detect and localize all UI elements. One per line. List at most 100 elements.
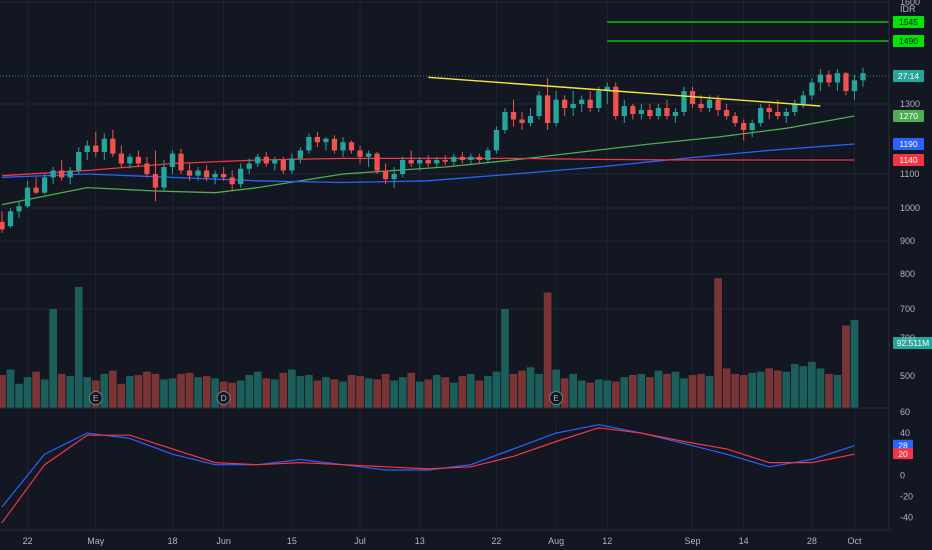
candle-body <box>365 153 372 157</box>
candlestick-series <box>0 67 866 233</box>
candle <box>238 163 244 188</box>
x-tick-label: Jun <box>216 536 231 546</box>
candle <box>246 158 252 174</box>
candle-body <box>596 91 602 108</box>
volume-bar <box>475 380 484 408</box>
candle <box>348 140 355 154</box>
candle-body <box>101 138 107 152</box>
candle <box>741 119 747 141</box>
candle-body <box>800 95 806 104</box>
volume-tag <box>893 337 932 349</box>
candle <box>570 91 576 116</box>
event-marker[interactable]: E <box>88 391 103 405</box>
candle <box>93 131 99 157</box>
candle-body <box>664 108 670 116</box>
volume-bar <box>552 369 560 408</box>
candle-body <box>442 160 448 162</box>
osc-line <box>1 424 855 508</box>
event-circle[interactable] <box>88 391 103 405</box>
candle-body <box>348 142 355 151</box>
candle <box>16 201 22 218</box>
candle <box>221 167 227 181</box>
candle-body <box>323 138 329 143</box>
volume-bar <box>202 376 211 408</box>
event-marker[interactable]: E <box>549 391 564 405</box>
x-tick-label: 22 <box>23 536 33 546</box>
y-tick-label: 1000 <box>900 203 920 213</box>
candle <box>118 145 124 167</box>
candle-body <box>212 174 218 178</box>
candle-body <box>775 112 781 116</box>
candle-body <box>655 108 662 116</box>
osc-tag <box>893 448 913 460</box>
candle <box>579 95 585 112</box>
candle <box>24 180 31 208</box>
y-tick-label: 1600 <box>900 0 920 7</box>
volume-bar <box>15 383 23 408</box>
price-tag-label: 27:14 <box>898 71 920 81</box>
volume-bar <box>594 379 603 408</box>
candle <box>340 137 346 157</box>
event-circle[interactable] <box>549 391 564 405</box>
volume-bar <box>688 375 697 408</box>
event-marker[interactable]: D <box>216 391 231 405</box>
volume-bar <box>850 320 859 408</box>
candle-body <box>110 138 116 154</box>
candle <box>272 156 278 171</box>
price-tag <box>893 110 924 122</box>
osc-tag-label: 20 <box>898 449 908 459</box>
candle <box>229 170 235 191</box>
candle-body <box>843 73 849 92</box>
candle-body <box>851 80 858 92</box>
candle-body <box>485 150 491 160</box>
volume-bar <box>117 383 126 408</box>
x-tick-label: Aug <box>548 536 564 546</box>
candle-body <box>476 156 483 160</box>
candle-body <box>459 156 465 160</box>
candle-body <box>647 110 653 116</box>
volume-bar <box>697 373 705 408</box>
candle <box>843 71 849 96</box>
candle <box>681 86 687 116</box>
volume-bar <box>501 309 509 408</box>
yellow-trendline[interactable] <box>428 76 821 107</box>
candle-body <box>758 108 764 123</box>
candle-body <box>331 138 338 151</box>
candle-body <box>749 123 755 130</box>
candle <box>289 153 295 174</box>
candle-body <box>118 153 124 164</box>
candle-body <box>613 86 619 116</box>
volume-bar <box>253 371 262 408</box>
volume-bar <box>185 372 194 408</box>
x-tick-label: 13 <box>415 536 425 546</box>
candle-body <box>195 170 201 176</box>
candle <box>758 104 764 127</box>
horizontal-levels[interactable] <box>607 21 889 42</box>
candle <box>314 131 321 148</box>
y-tick-label: 700 <box>900 304 915 314</box>
candle-body <box>178 153 184 171</box>
candle-body <box>834 73 841 83</box>
candle <box>323 137 329 151</box>
volume-bar <box>654 370 663 408</box>
candle <box>442 155 448 166</box>
candle <box>766 104 772 120</box>
candle <box>297 147 304 164</box>
trendline[interactable] <box>428 76 821 107</box>
candle <box>502 108 508 134</box>
candle-body <box>391 174 397 180</box>
candle-body <box>706 99 713 108</box>
candle <box>152 150 159 202</box>
event-circle[interactable] <box>216 391 231 405</box>
candle-body <box>374 153 380 171</box>
volume-bar <box>126 376 134 408</box>
candle-body <box>672 112 679 116</box>
x-tick-label: Sep <box>684 536 700 546</box>
candle <box>672 108 679 123</box>
candle <box>553 91 559 127</box>
candle-body <box>263 156 269 164</box>
volume-bar <box>773 370 782 408</box>
osc-tick-label: 0 <box>900 470 905 480</box>
